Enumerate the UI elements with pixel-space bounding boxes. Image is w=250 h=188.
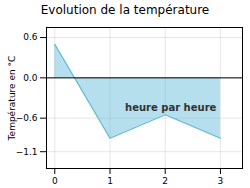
svg-text:−0.6: −0.6: [16, 113, 38, 123]
svg-text:0.0: 0.0: [23, 73, 38, 83]
svg-text:Température en °C: Température en °C: [7, 56, 17, 142]
svg-text:3: 3: [218, 176, 224, 186]
svg-text:heure par heure: heure par heure: [125, 102, 216, 113]
svg-text:1: 1: [107, 176, 113, 186]
html-text:Evolution de la température: Evolution de la température: [40, 3, 210, 17]
svg-text:0.6: 0.6: [23, 32, 38, 42]
svg-text:0: 0: [52, 176, 58, 186]
svg-text:2: 2: [162, 176, 168, 186]
svg-text:−1.1: −1.1: [16, 147, 38, 157]
